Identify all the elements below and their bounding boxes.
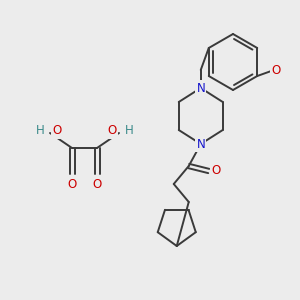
Text: O: O (68, 178, 76, 190)
Text: O: O (272, 64, 281, 76)
Text: O: O (211, 164, 220, 178)
Text: N: N (196, 82, 205, 94)
Text: O: O (92, 178, 102, 190)
Text: H: H (125, 124, 134, 137)
Text: N: N (196, 137, 205, 151)
Text: O: O (108, 124, 117, 137)
Text: O: O (52, 124, 61, 137)
Text: H: H (36, 124, 45, 137)
